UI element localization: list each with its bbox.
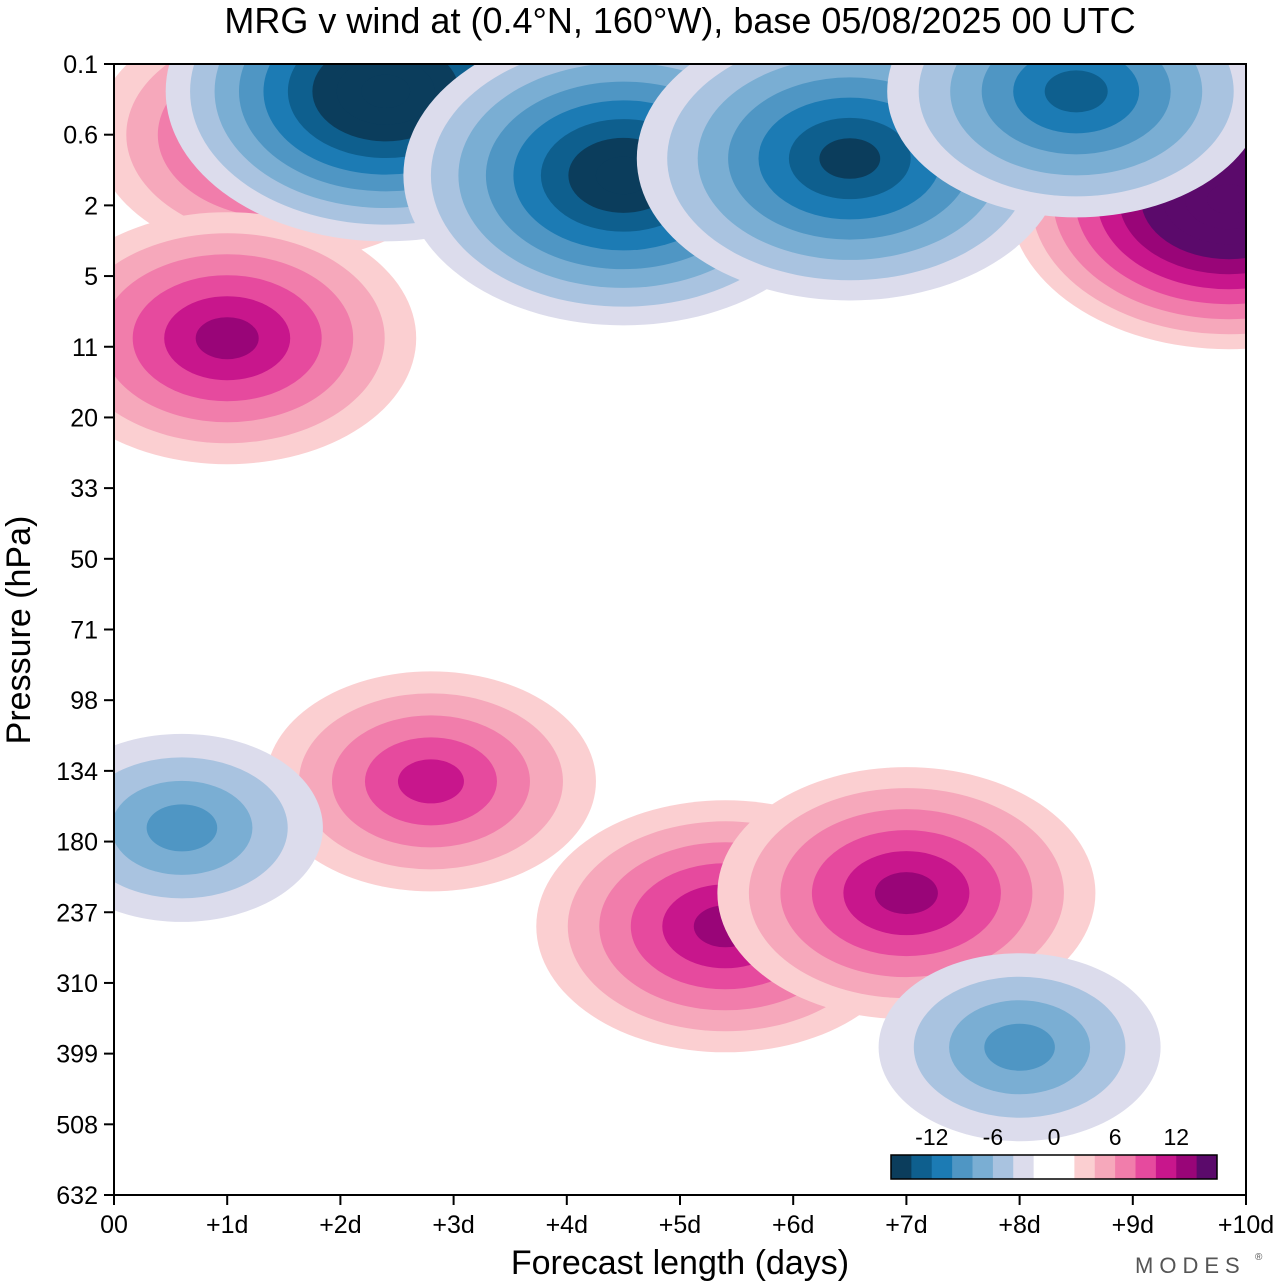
contour-field <box>114 64 1246 1142</box>
x-tick-label: +2d <box>319 1211 361 1239</box>
colorbar-swatch <box>1115 1155 1137 1179</box>
colorbar-swatch <box>1033 1155 1055 1179</box>
y-tick-label: 399 <box>56 1041 98 1069</box>
x-tick-label: +4d <box>546 1211 588 1239</box>
y-tick-label: 180 <box>56 829 98 857</box>
y-tick-label: 310 <box>56 970 98 998</box>
colorbar-swatch <box>992 1155 1014 1179</box>
contour-band <box>361 74 411 109</box>
y-tick-label: 98 <box>70 687 98 715</box>
contour-band <box>819 138 881 179</box>
colorbar-swatch <box>1176 1155 1198 1179</box>
colorbar-swatch <box>1013 1155 1035 1179</box>
y-tick-label: 5 <box>84 263 98 291</box>
colorbar-swatch <box>1074 1155 1096 1179</box>
colorbar-tick-label: -12 <box>915 1124 948 1150</box>
x-axis-label: Forecast length (days) <box>511 1244 849 1282</box>
colorbar-swatch <box>952 1155 974 1179</box>
y-tick-label: 237 <box>56 899 98 927</box>
y-tick-label: 632 <box>56 1182 98 1210</box>
y-tick-label: 508 <box>56 1111 98 1139</box>
colorbar-swatch <box>911 1155 933 1179</box>
x-tick-label: +5d <box>659 1211 701 1239</box>
registered-mark-icon: ® <box>1255 1252 1263 1263</box>
colorbar-tick-label: 6 <box>1109 1124 1122 1150</box>
contour-band <box>146 804 218 852</box>
colorbar-swatch <box>972 1155 994 1179</box>
y-tick-label: 0.6 <box>63 122 98 150</box>
x-tick-label: +9d <box>1112 1211 1154 1239</box>
x-tick-label: +8d <box>998 1211 1040 1239</box>
colorbar-tick-label: 0 <box>1048 1124 1061 1150</box>
contour-band <box>195 317 259 360</box>
y-tick-label: 71 <box>70 617 98 645</box>
colorbar: -12 -6 0 6 12 <box>890 1124 1218 1180</box>
y-tick-label: 33 <box>70 475 98 503</box>
x-tick-label: +3d <box>432 1211 474 1239</box>
colorbar-swatch <box>891 1155 912 1179</box>
contour-band <box>397 759 464 804</box>
colorbar-swatch <box>931 1155 953 1179</box>
y-tick-label: 2 <box>84 192 98 220</box>
y-tick-label: 20 <box>70 404 98 432</box>
x-tick-label: +1d <box>206 1211 248 1239</box>
y-tick-label: 50 <box>70 546 98 574</box>
contour-band <box>984 1023 1055 1071</box>
colorbar-swatch <box>1196 1155 1218 1179</box>
colorbar-tick-label: -6 <box>983 1124 1003 1150</box>
x-tick-label: +10d <box>1218 1211 1274 1239</box>
contour-band <box>1207 184 1246 215</box>
x-tick-label: +7d <box>885 1211 927 1239</box>
y-tick-label: 11 <box>72 334 98 362</box>
y-axis-label: Pressure (hPa) <box>0 516 38 745</box>
x-tick-label: +6d <box>772 1211 814 1239</box>
modes-logo: MODES <box>1135 1253 1246 1278</box>
colorbar-swatch <box>1094 1155 1116 1179</box>
y-tick-label: 134 <box>56 758 98 786</box>
colorbar-tick-label: 12 <box>1164 1124 1190 1150</box>
y-axis: 0.1 0.6 2 5 11 20 33 50 71 98 134 180 237 310 399 508 63… <box>56 51 114 1210</box>
y-tick-label: 0.1 <box>63 51 98 79</box>
colorbar-swatch <box>1135 1155 1157 1179</box>
colorbar-swatch <box>1155 1155 1177 1179</box>
x-tick-label: 00 <box>100 1211 128 1239</box>
colorbar-frame <box>890 1154 1218 1180</box>
colorbar-swatch <box>1054 1155 1075 1179</box>
chart-title: MRG v wind at (0.4°N, 160°W), base 05/08… <box>224 0 1135 41</box>
contour-band <box>1044 70 1108 113</box>
contour-band <box>874 872 938 915</box>
x-axis: 00 +1d +2d +3d +4d +5d +6d +7d +8d +9d +10d <box>100 1195 1274 1239</box>
